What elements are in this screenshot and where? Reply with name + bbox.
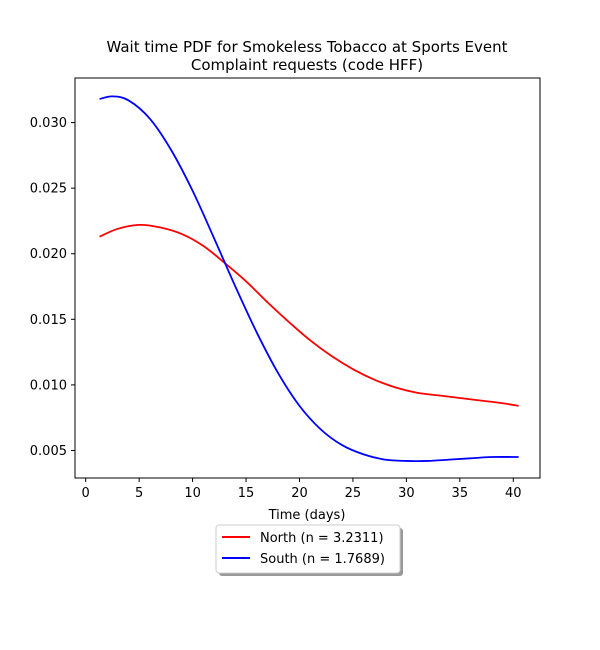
- x-axis-label: Time (days): [268, 508, 346, 523]
- y-axis-ticks: 0.005 0.010 0.015 0.020 0.025 0.030: [30, 116, 75, 459]
- chart-title-line1: Wait time PDF for Smokeless Tobacco at S…: [106, 38, 507, 56]
- x-tick-label: 30: [398, 486, 415, 501]
- y-tick-label: 0.025: [30, 182, 67, 197]
- series-line-south: [99, 95, 519, 463]
- legend-label-north: North (n = 3.2311): [260, 531, 384, 546]
- legend-box: [215, 524, 401, 574]
- x-tick-label: 10: [184, 486, 201, 501]
- y-tick-label: 0.015: [30, 313, 67, 328]
- series-lines: [99, 95, 519, 463]
- x-tick-label: 5: [135, 486, 143, 501]
- x-tick-label: 0: [82, 486, 90, 501]
- x-axis-ticks: 0 5 10 15 20 25 30 35 40: [82, 478, 522, 501]
- x-tick-label: 40: [505, 486, 522, 501]
- x-tick-label: 20: [291, 486, 308, 501]
- y-tick-label: 0.020: [30, 247, 67, 262]
- legend-label-south: South (n = 1.7689): [260, 552, 385, 567]
- x-tick-label: 15: [238, 486, 255, 501]
- y-tick-label: 0.010: [30, 378, 67, 393]
- y-tick-label: 0.005: [30, 444, 67, 459]
- x-tick-label: 35: [452, 486, 469, 501]
- chart-title-line2: Complaint requests (code HFF): [191, 56, 423, 74]
- series-line-north: [99, 223, 519, 407]
- legend: North (n = 3.2311) South (n = 1.7689): [215, 524, 403, 576]
- y-tick-label: 0.030: [30, 116, 67, 131]
- plot-frame: [74, 77, 541, 479]
- x-tick-label: 25: [345, 486, 362, 501]
